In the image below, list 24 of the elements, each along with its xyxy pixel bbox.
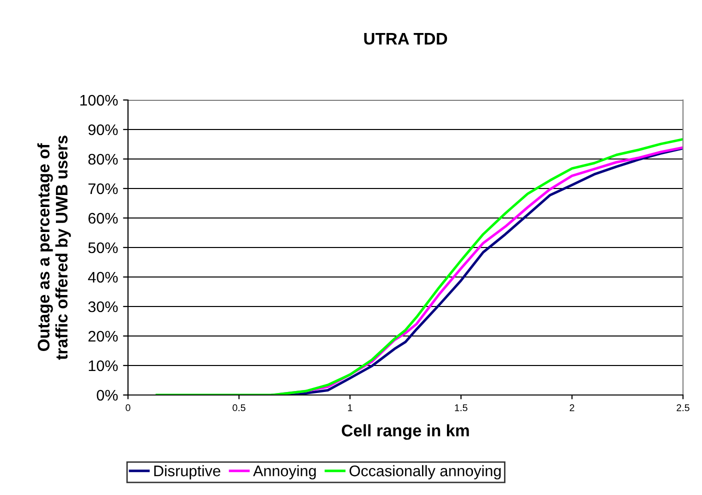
x-tick-label: 2 — [570, 404, 574, 412]
legend-label: Disruptive — [154, 465, 220, 480]
y-tick-label: 80% — [88, 154, 118, 165]
y-tick-label: 50% — [88, 242, 118, 254]
y-tick-label: 0% — [96, 390, 118, 401]
chart-title: UTRA TDD — [364, 32, 448, 45]
legend-label: Annoying — [253, 465, 316, 480]
y-axis-title: Outage as a percentage of traffic offered by UWB users — [37, 136, 71, 360]
y-tick-label: 60% — [88, 212, 118, 224]
y-tick-label: 20% — [88, 330, 118, 342]
y-tick-label: 90% — [88, 124, 118, 136]
x-tick-label: 0 — [126, 404, 130, 412]
x-axis-title: Cell range in km — [342, 424, 469, 440]
line-series — [156, 138, 683, 395]
y-tick-label: 70% — [88, 183, 118, 194]
legend-label: Occasionally annoying — [350, 465, 501, 480]
y-tick-label: 100% — [80, 94, 118, 106]
x-tick-label: 2.5 — [676, 404, 690, 412]
y-tick-label: 10% — [88, 360, 118, 372]
x-tick-label: 0.5 — [232, 404, 246, 412]
y-tick-label: 30% — [88, 301, 118, 312]
x-tick-label: 1.5 — [454, 404, 468, 412]
x-tick-label: 1 — [348, 404, 352, 412]
y-tick-label: 40% — [88, 272, 118, 283]
